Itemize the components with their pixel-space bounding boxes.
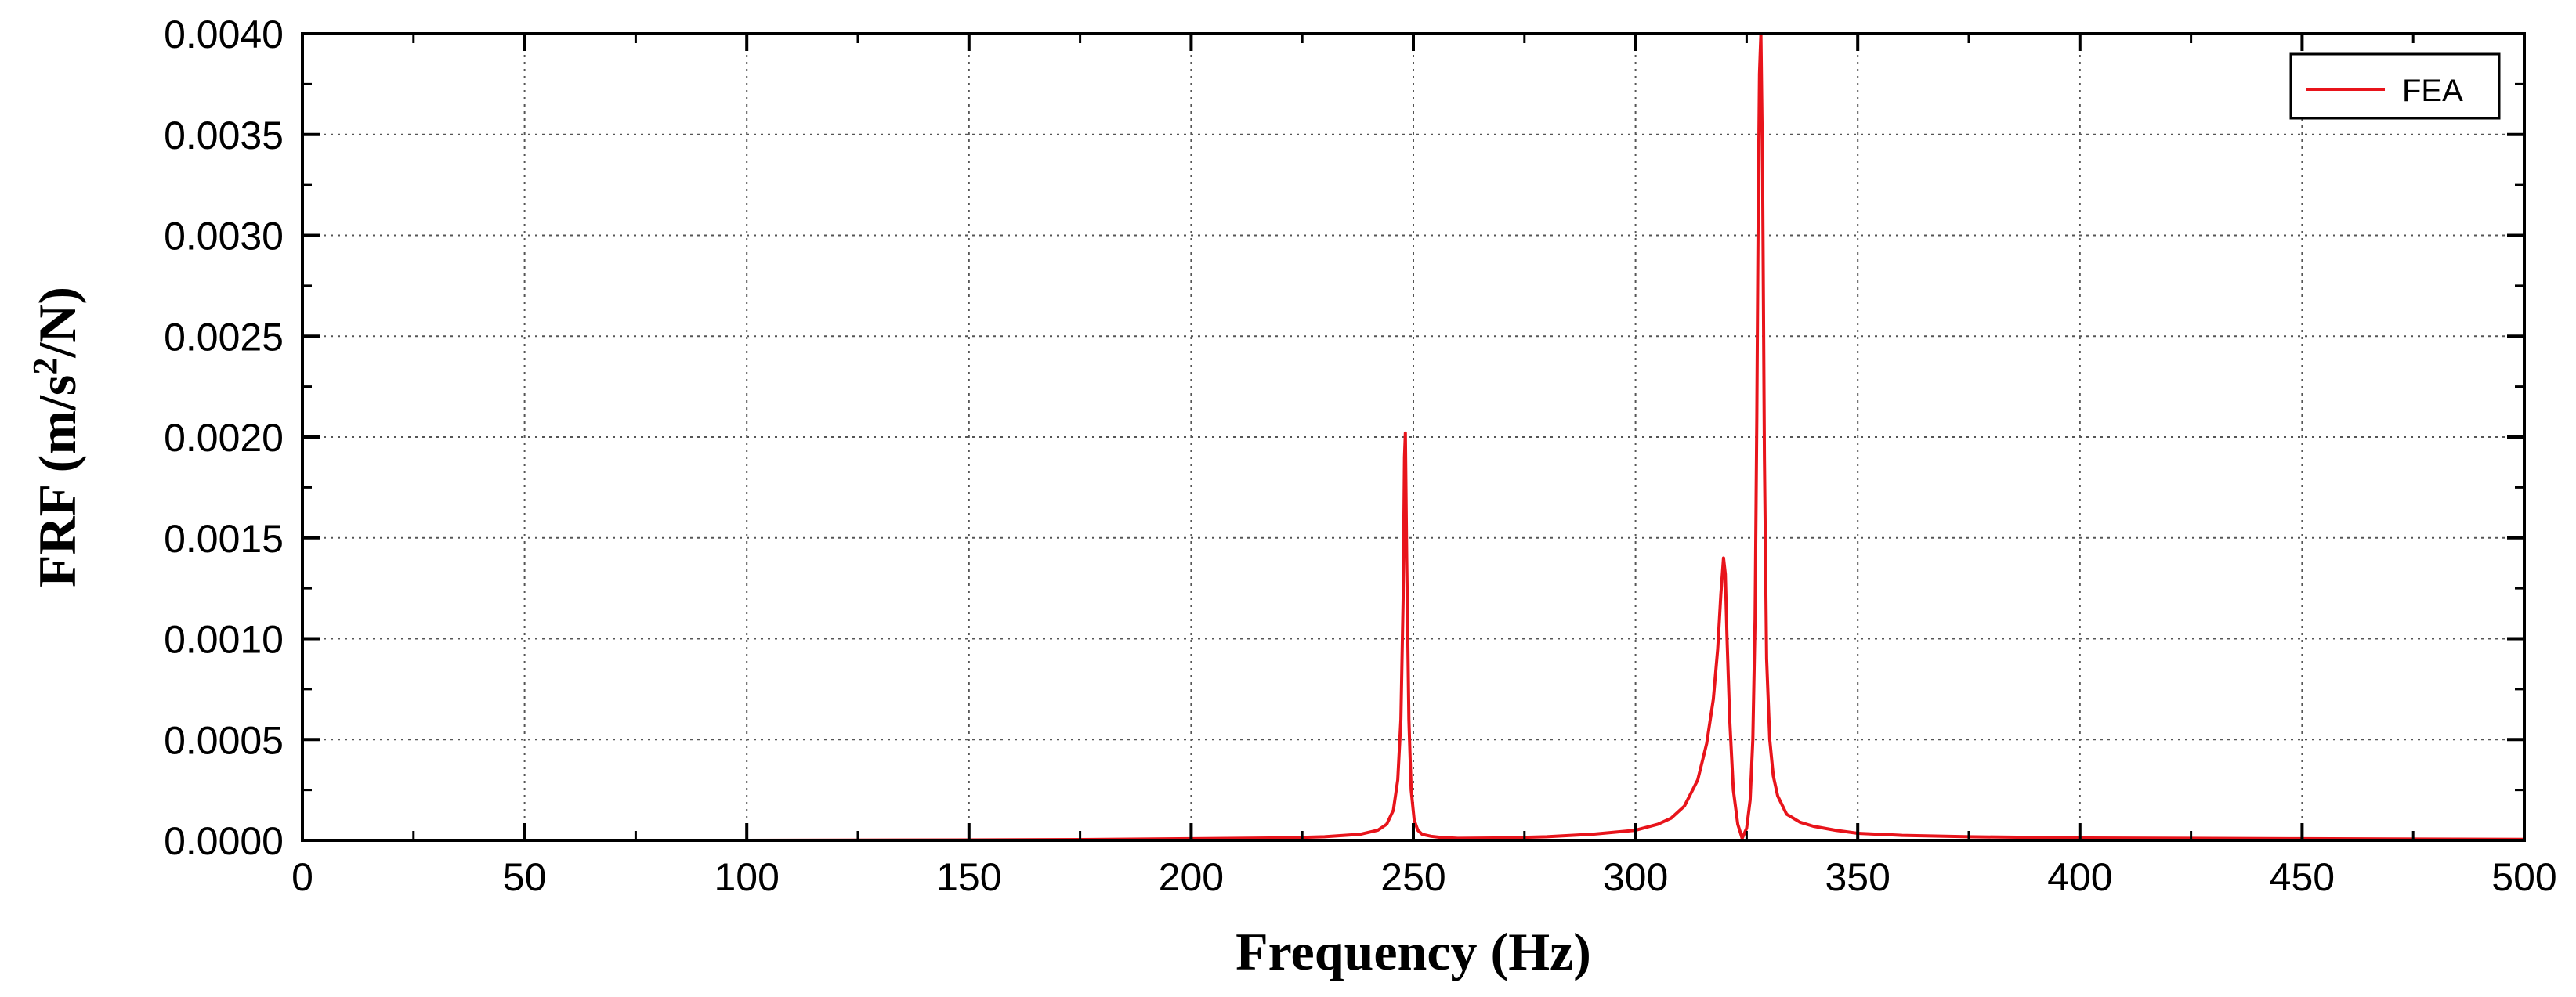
y-tick-label: 0.0000 bbox=[164, 819, 284, 863]
y-axis-title: FRF (m/s2/N) bbox=[26, 287, 87, 587]
x-tick-label: 400 bbox=[2047, 855, 2112, 899]
x-tick-label: 250 bbox=[1380, 855, 1445, 899]
y-tick-label: 0.0005 bbox=[164, 718, 284, 762]
x-tick-labels: 0 50 100 150 200 250 300 350 400 450 500 bbox=[291, 855, 2557, 899]
y-axis-title-suffix: /N) bbox=[27, 287, 87, 359]
legend: FEA bbox=[2289, 52, 2501, 120]
y-tick-label: 0.0025 bbox=[164, 315, 284, 359]
x-tick-label: 450 bbox=[2270, 855, 2335, 899]
y-axis-title-prefix: FRF (m/s bbox=[27, 375, 87, 587]
x-axis-title: Frequency (Hz) bbox=[1236, 922, 1591, 981]
series-line-fea bbox=[302, 32, 2525, 842]
x-tick-label: 150 bbox=[936, 855, 1001, 899]
y-tick-label: 0.0030 bbox=[164, 215, 284, 258]
y-tick-labels: 0.0000 0.0005 0.0010 0.0015 0.0020 0.0025 0.00… bbox=[164, 13, 284, 863]
x-tick-label: 50 bbox=[503, 855, 547, 899]
legend-label-fea: FEA bbox=[2402, 74, 2463, 108]
x-tick-label: 300 bbox=[1603, 855, 1668, 899]
x-tick-label: 0 bbox=[291, 855, 313, 899]
axis-ticks bbox=[301, 32, 2526, 842]
series-layer bbox=[302, 32, 2525, 842]
grid-lines bbox=[302, 34, 2524, 840]
y-tick-label: 0.0035 bbox=[164, 114, 284, 157]
x-tick-label: 500 bbox=[2491, 855, 2556, 899]
y-axis-title-superscript: 2 bbox=[26, 358, 64, 375]
x-tick-label: 100 bbox=[714, 855, 779, 899]
x-tick-label: 350 bbox=[1825, 855, 1890, 899]
legend-box bbox=[2289, 52, 2501, 120]
y-tick-label: 0.0020 bbox=[164, 416, 284, 460]
y-tick-label: 0.0040 bbox=[164, 13, 284, 56]
y-tick-label: 0.0010 bbox=[164, 618, 284, 662]
y-tick-label: 0.0015 bbox=[164, 517, 284, 561]
x-tick-label: 200 bbox=[1159, 855, 1224, 899]
